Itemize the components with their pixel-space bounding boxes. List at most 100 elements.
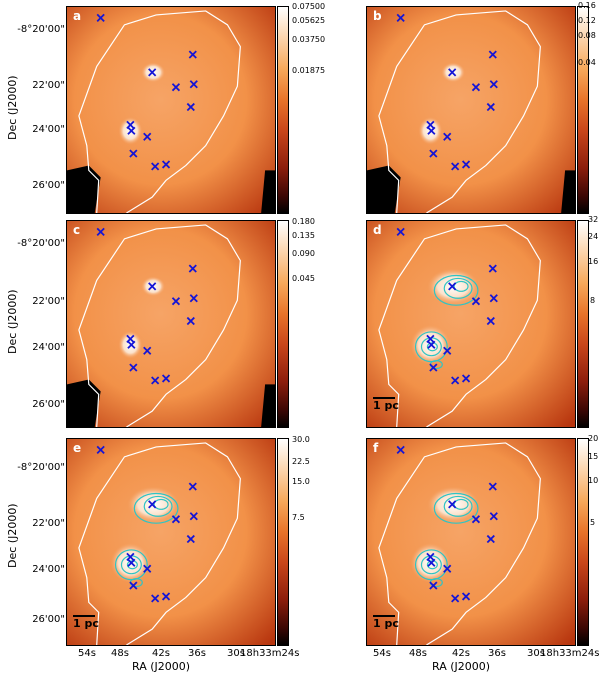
cbar-tick-e-2: 22.5	[292, 457, 310, 466]
source-marker	[451, 376, 460, 385]
source-marker	[96, 445, 105, 454]
source-marker	[448, 68, 457, 77]
ytick-r2-4: 26'00"	[32, 399, 65, 410]
ytick-r2-2: 22'00"	[32, 296, 65, 307]
map-panel-c: c	[66, 220, 276, 428]
source-marker	[396, 445, 405, 454]
cbar-tick-d-2: 24	[588, 232, 599, 241]
source-marker	[488, 50, 497, 59]
map-image	[67, 221, 275, 427]
source-marker	[127, 558, 136, 567]
ytick-r3-1: -8°20'00"	[17, 462, 65, 473]
source-marker	[151, 376, 160, 385]
map-image	[367, 439, 575, 645]
source-marker	[427, 126, 436, 135]
ytick-r1-3: 24'00"	[32, 124, 65, 135]
cbar-tick-a-3: 0.03750	[292, 35, 326, 44]
contour-line	[453, 498, 469, 510]
xtick-f-5: 30s	[527, 648, 545, 659]
source-marker	[186, 534, 195, 544]
panel-label: d	[373, 223, 382, 237]
cbar-tick-f-2: 15	[588, 452, 599, 461]
ytick-r1-4: 26'00"	[32, 180, 65, 191]
y-axis-label-row3: Dec (J2000)	[6, 503, 19, 568]
panel-label: c	[73, 223, 81, 237]
source-marker	[489, 80, 498, 89]
source-marker	[148, 500, 157, 509]
masked-region	[67, 379, 101, 427]
source-marker	[188, 264, 197, 273]
source-marker	[429, 149, 438, 158]
map-panel-d: d 1 pc	[366, 220, 576, 428]
map-panel-f: f 1 pc	[366, 438, 576, 646]
source-marker	[489, 294, 498, 303]
source-marker	[488, 264, 497, 273]
xtick-e-4: 36s	[188, 648, 206, 659]
source-marker	[148, 68, 157, 77]
xtick-f-1: 54s	[373, 648, 391, 659]
source-marker	[148, 282, 157, 291]
region-outline	[78, 442, 241, 645]
source-marker	[188, 50, 197, 59]
map-panel-e: e 1 pc	[66, 438, 276, 646]
cbar-tick-f-4: 5	[590, 518, 596, 527]
contour-line	[143, 495, 173, 517]
contour-line	[153, 498, 169, 510]
cbar-tick-d-1: 32	[588, 215, 599, 224]
map-panel-a: a	[66, 6, 276, 214]
x-axis-label-left: RA (J2000)	[132, 660, 191, 673]
map-image	[67, 439, 275, 645]
xtick-e-6: 18h33m24s	[240, 648, 300, 659]
scale-bar-label: 1 pc	[73, 617, 99, 630]
source-marker	[143, 132, 152, 141]
source-marker	[151, 594, 160, 603]
region-outline	[78, 10, 241, 213]
cbar-tick-b-3: 0.08	[578, 31, 596, 40]
scale-bar-line	[373, 397, 395, 399]
cbar-tick-f-1: 20	[588, 434, 599, 443]
source-marker	[189, 80, 198, 89]
region-outline	[378, 10, 541, 213]
ytick-r1-2: 22'00"	[32, 80, 65, 91]
source-marker	[448, 500, 457, 509]
colorbar-f	[577, 438, 589, 646]
cbar-tick-e-1: 30.0	[292, 435, 310, 444]
source-marker	[451, 594, 460, 603]
masked-region	[67, 165, 101, 213]
source-marker	[461, 592, 471, 601]
source-marker	[171, 297, 181, 306]
source-marker	[443, 132, 452, 141]
source-marker	[448, 282, 457, 291]
panel-label: a	[73, 9, 82, 23]
masked-region	[367, 165, 401, 213]
source-marker	[129, 581, 138, 590]
masked-region	[261, 384, 275, 427]
map-image	[67, 7, 275, 213]
cbar-tick-a-4: 0.01875	[292, 66, 326, 75]
ytick-r2-3: 24'00"	[32, 342, 65, 353]
map-image	[367, 221, 575, 427]
source-marker	[129, 149, 138, 158]
xtick-e-5: 30s	[227, 648, 245, 659]
scale-bar-line	[73, 615, 95, 617]
xtick-e-2: 48s	[111, 648, 129, 659]
colorbar-e	[277, 438, 289, 646]
source-marker	[461, 374, 471, 383]
cbar-tick-c-4: 0.045	[292, 274, 315, 283]
xtick-f-4: 36s	[488, 648, 506, 659]
xtick-f-2: 48s	[409, 648, 427, 659]
cbar-tick-d-4: 8	[590, 296, 596, 305]
colorbar-b	[577, 6, 589, 214]
x-axis-label-right: RA (J2000)	[432, 660, 491, 673]
ytick-r3-2: 22'00"	[32, 518, 65, 529]
cbar-tick-b-1: 0.16	[578, 1, 596, 10]
source-marker	[161, 374, 171, 383]
source-marker	[189, 512, 198, 521]
contour-line	[453, 280, 469, 292]
map-image	[367, 7, 575, 213]
source-marker	[396, 13, 405, 22]
panel-label: b	[373, 9, 382, 23]
source-marker	[471, 83, 481, 92]
colorbar-a	[277, 6, 289, 214]
source-marker	[186, 316, 195, 326]
